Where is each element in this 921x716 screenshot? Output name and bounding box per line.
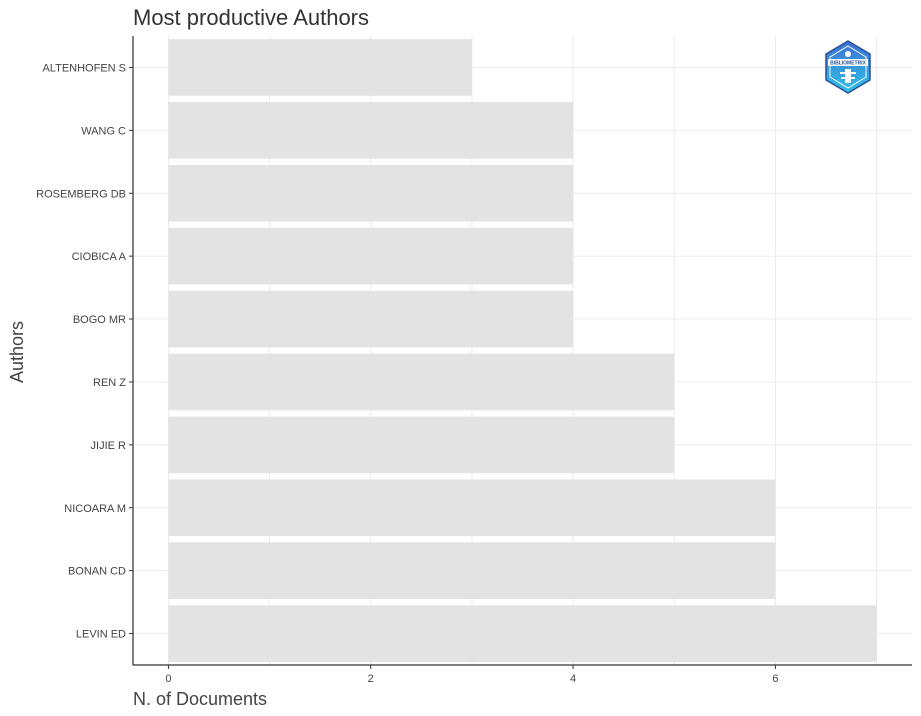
bar bbox=[168, 227, 574, 285]
y-tick-label: LEVIN ED bbox=[76, 629, 126, 641]
y-tick-label: JIJIE R bbox=[91, 440, 127, 452]
y-tick-label: NICOARA M bbox=[64, 503, 126, 515]
x-axis-title: N. of Documents bbox=[133, 689, 267, 709]
bars bbox=[168, 39, 877, 662]
axes: 0 2 4 6 ALTENHOFEN S WANG C ROSEMBERG DB CIOBIC… bbox=[36, 36, 912, 685]
bar bbox=[168, 164, 574, 222]
x-tick-label: 0 bbox=[165, 673, 171, 685]
y-tick-label: ALTENHOFEN S bbox=[42, 62, 126, 74]
x-tick-label: 4 bbox=[570, 673, 576, 685]
y-tick-label: WANG C bbox=[81, 125, 126, 137]
bar bbox=[168, 102, 574, 159]
bar bbox=[168, 416, 675, 474]
bar bbox=[168, 479, 776, 537]
x-tick-label: 6 bbox=[772, 673, 778, 685]
bar bbox=[168, 605, 877, 662]
y-tick-label: BONAN CD bbox=[68, 566, 126, 578]
y-axis-title: Authors bbox=[7, 321, 27, 383]
bar bbox=[168, 290, 574, 348]
x-tick-label: 2 bbox=[368, 673, 374, 685]
y-tick-label: REN Z bbox=[93, 377, 126, 389]
bar bbox=[168, 39, 472, 96]
logo-text: BIBLIOMETRIX bbox=[830, 61, 866, 67]
bar bbox=[168, 353, 675, 411]
bar bbox=[168, 542, 776, 599]
bibliometrix-logo: BIBLIOMETRIX bbox=[825, 40, 871, 94]
chart-title: Most productive Authors bbox=[133, 5, 369, 30]
y-tick-label: BOGO MR bbox=[73, 314, 126, 326]
y-tick-label: ROSEMBERG DB bbox=[36, 188, 126, 200]
y-tick-label: CIOBICA A bbox=[72, 251, 127, 263]
